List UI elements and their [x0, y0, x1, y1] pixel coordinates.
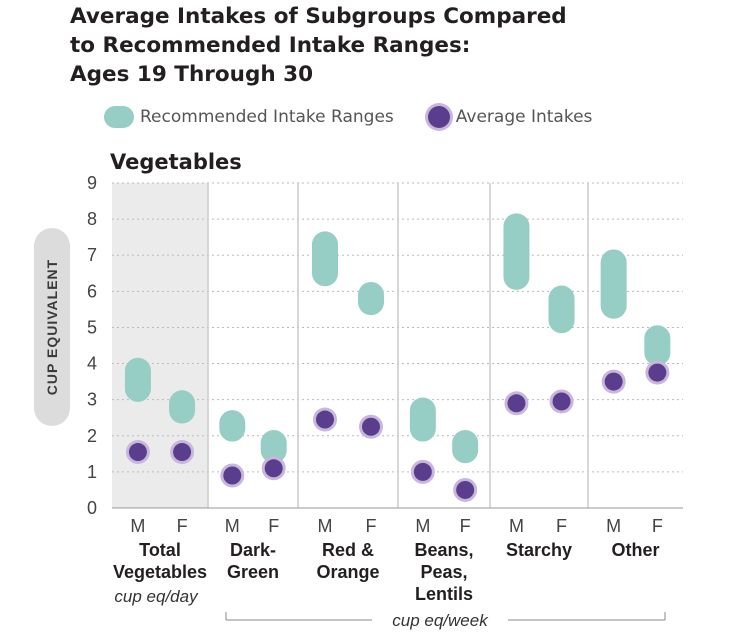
range-bar-female — [548, 285, 575, 334]
category-label: Total — [139, 540, 181, 560]
y-tick-label: 7 — [87, 245, 97, 265]
average-dot-female — [362, 417, 380, 436]
unit-label-weekly: cup eq/week — [392, 611, 489, 630]
range-bar-female — [452, 430, 479, 464]
category-label: Lentils — [415, 584, 473, 604]
sex-label: F — [556, 516, 567, 536]
chart-title-line: to Recommended Intake Ranges: — [70, 33, 471, 58]
legend-label-average: Average Intakes — [455, 107, 593, 127]
legend-swatch-average — [427, 106, 450, 128]
unit-label-daily: cup eq/day — [114, 587, 199, 606]
average-dot-male — [507, 394, 526, 413]
average-dot-female — [648, 363, 667, 382]
sex-label: F — [366, 516, 377, 536]
sex-label: M — [415, 516, 430, 536]
legend-item-average: Average Intakes — [424, 106, 593, 128]
range-bar-female — [358, 281, 384, 316]
range-bar-male — [219, 410, 246, 442]
average-dot-male — [128, 443, 147, 462]
category-label: Starchy — [506, 540, 572, 560]
average-dot-female — [552, 392, 571, 411]
average-dot-female — [456, 480, 475, 499]
sex-label: F — [460, 516, 471, 536]
sex-label: M — [225, 516, 240, 536]
category-label: Dark- — [230, 540, 276, 560]
range-bar-female — [260, 430, 287, 464]
sex-label: F — [268, 516, 279, 536]
y-axis-label-pill: CUP EQUIVALENT — [34, 228, 70, 426]
legend-swatch-range — [104, 106, 134, 128]
legend-item-range: Recommended Intake Ranges — [104, 106, 394, 128]
y-tick-label: 6 — [87, 281, 97, 301]
average-dot-male — [604, 372, 623, 391]
average-dot-female — [173, 443, 192, 462]
y-tick-label: 1 — [87, 462, 97, 482]
category-label: Beans, — [414, 540, 473, 560]
chart-title: Average Intakes of Subgroups Compared to… — [70, 2, 630, 89]
y-tick-label: 9 — [87, 173, 97, 193]
chart-legend: Recommended Intake Ranges Average Intake… — [104, 102, 622, 132]
y-tick-label: 2 — [87, 426, 97, 446]
category-label: Orange — [316, 562, 379, 582]
sex-label: F — [177, 516, 188, 536]
sex-label: M — [509, 516, 524, 536]
category-label: Other — [611, 540, 659, 560]
range-bar-male — [409, 397, 436, 442]
y-tick-label: 3 — [87, 390, 97, 410]
average-dot-male — [316, 410, 334, 429]
average-dot-male — [223, 466, 242, 485]
sex-label: F — [652, 516, 663, 536]
y-tick-label: 0 — [87, 498, 97, 518]
average-dot-female — [264, 459, 283, 478]
category-label: Peas, — [420, 562, 467, 582]
chart-title-line: Average Intakes of Subgroups Compared — [70, 4, 567, 29]
range-bar-male — [124, 357, 151, 402]
chart-title-line: Ages 19 Through 30 — [70, 62, 314, 87]
chart-subtitle: Vegetables — [110, 150, 242, 174]
highlight-band — [112, 183, 208, 508]
range-bar-female — [644, 325, 671, 366]
legend-label-range: Recommended Intake Ranges — [140, 107, 394, 127]
sex-label: M — [606, 516, 621, 536]
y-tick-label: 8 — [87, 209, 97, 229]
y-tick-label: 5 — [87, 317, 97, 337]
y-tick-label: 4 — [87, 354, 97, 374]
range-bar-male — [600, 249, 627, 319]
range-bar-female — [169, 390, 196, 424]
sex-label: M — [130, 516, 145, 536]
category-label: Green — [227, 562, 279, 582]
category-label: Red & — [322, 540, 374, 560]
range-bar-male — [312, 231, 338, 287]
average-dot-male — [413, 462, 432, 481]
sex-label: M — [318, 516, 333, 536]
category-label: Vegetables — [113, 562, 207, 582]
range-bar-male — [503, 213, 530, 290]
